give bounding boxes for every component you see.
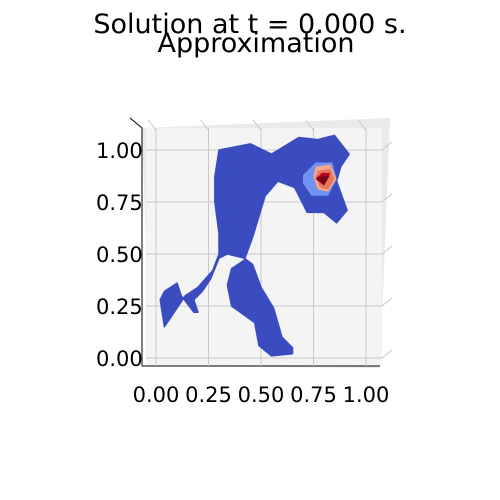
- chart-title: Solution at t = 0.000 s.: [93, 9, 406, 40]
- y-tick-label: 0.25: [96, 295, 143, 319]
- y-tick-label: 1.00: [96, 139, 143, 163]
- y-tick-label: 0.75: [96, 191, 143, 215]
- x-tick-label: 0.00: [133, 383, 180, 407]
- grid-stub: [252, 119, 262, 131]
- grid-stub: [381, 193, 393, 203]
- peak-marker: [315, 175, 330, 186]
- y-tick-label: 0.00: [96, 347, 143, 371]
- grid-stub: [357, 119, 367, 131]
- x-tick-label: 1.00: [343, 383, 390, 407]
- grid-stub: [147, 119, 157, 131]
- grid-stub: [381, 141, 393, 151]
- grid-stub: [305, 119, 314, 131]
- x-tick-label: 0.50: [238, 383, 285, 407]
- x-tick-label: 0.25: [185, 383, 232, 407]
- y-tick-label: 0.50: [96, 243, 143, 267]
- grid-stub: [381, 349, 393, 359]
- grid-stub: [381, 245, 393, 255]
- solution-domain: [159, 134, 350, 357]
- axis-corner-line: [129, 117, 143, 129]
- x-tick-label: 0.75: [290, 383, 337, 407]
- grid-stub: [200, 119, 209, 131]
- grid-stub: [381, 297, 393, 307]
- chart-subtitle: Approximation: [158, 28, 355, 59]
